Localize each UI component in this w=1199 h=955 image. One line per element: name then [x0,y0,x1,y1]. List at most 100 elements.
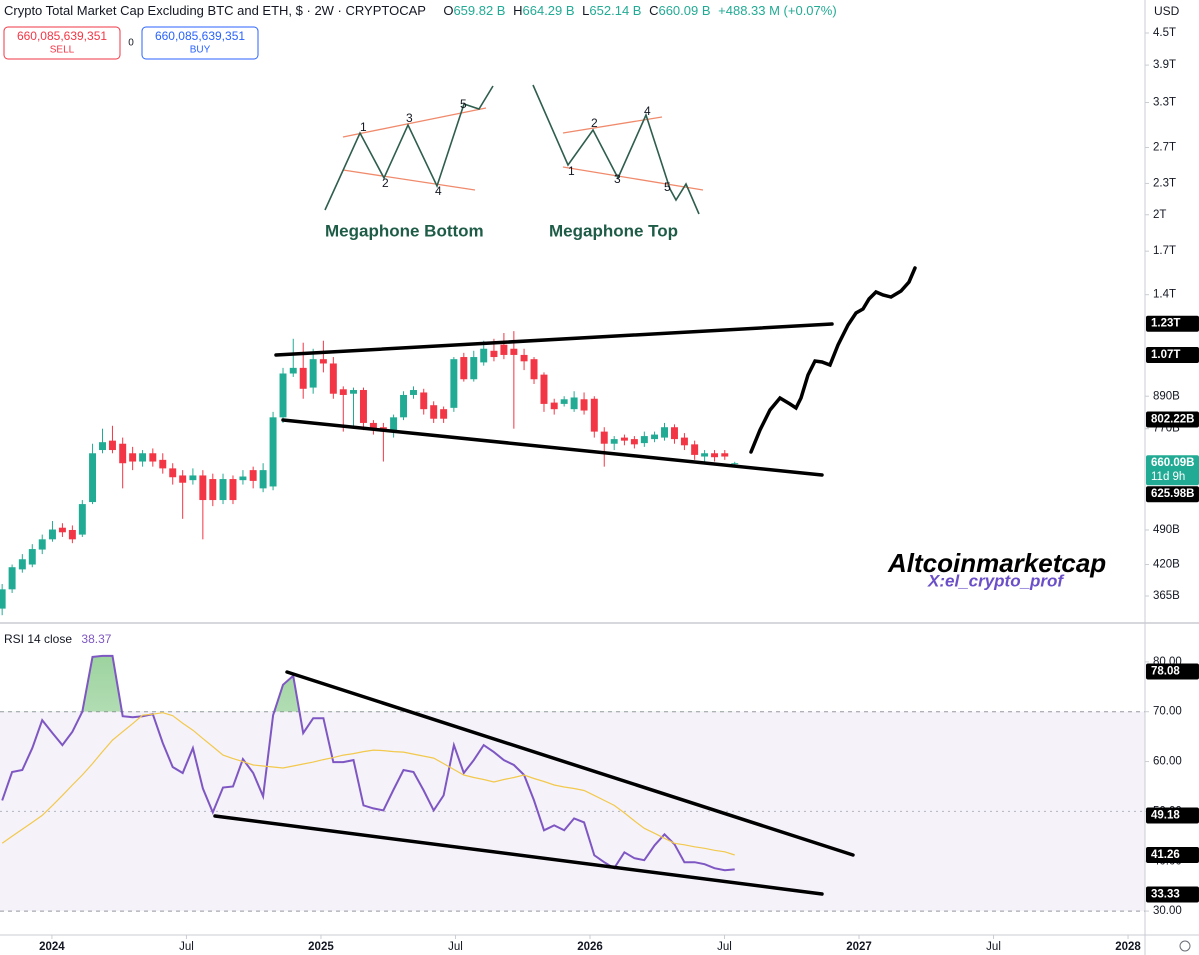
candle-body [500,344,508,355]
price-badge [1146,486,1199,503]
price-badge [1146,807,1199,824]
buy-label[interactable]: BUY [190,45,211,56]
candle-body [219,479,227,501]
candle-body [89,453,97,503]
candle-body [339,389,347,395]
ohlc-value: 659.82 B [453,3,505,18]
candle-body [179,475,187,483]
rsi-upper-trendline [285,670,855,857]
candle-body [560,399,568,404]
point-label: 1 [568,164,575,178]
candle-body [8,567,16,590]
candle-body [600,431,608,444]
header: Crypto Total Market Cap Excluding BTC an… [4,3,837,18]
candle-body [58,527,66,533]
candle-body [691,444,699,455]
candle-body [540,374,548,404]
candle-body [731,463,739,465]
candle-body [119,443,127,464]
y-tick-label: 30.00 [1153,905,1182,917]
currency[interactable]: USD [1154,4,1180,18]
overbought-fill [82,655,300,712]
inset-title: Megaphone Bottom [325,221,484,240]
sell-button[interactable]: 660,085,639,351 SELL [3,26,121,60]
ohlc-key: H [513,3,522,18]
symbol-title: Crypto Total Market Cap Excluding BTC an… [4,3,426,18]
x-tick-label: Jul [986,941,1001,953]
y-tick-label: 890B [1153,390,1180,402]
buy-price[interactable]: 660,085,639,351 [155,29,245,43]
lower-trendline [281,418,824,477]
y-tick-label: 1.4T [1153,289,1176,301]
upper-trendline [274,322,834,357]
inset-bounds [342,107,704,191]
watermark-brand: Altcoinmarketcap [887,548,1106,578]
buy-button[interactable]: 660,085,639,351 BUY [141,26,259,60]
series-line [1,712,735,856]
x-tick-label: 2025 [308,941,334,953]
point-label: 4 [644,104,651,118]
rsi-value: 38.37 [81,632,111,646]
candle-body [319,359,327,364]
sell-label[interactable]: SELL [50,45,75,56]
point-label: 3 [406,111,413,125]
candle-body [480,348,488,363]
rsi-background [0,711,1145,912]
candle-body [440,409,448,419]
candle-body [651,434,659,440]
y-tick-label: 1.7T [1153,245,1176,257]
candle-body [0,589,6,609]
candle-body [269,417,277,487]
candle-body [420,392,428,410]
price-badge-countdown: 11d 9h [1151,471,1185,483]
y-tick-label: 365B [1153,590,1180,602]
ohlc-key: O [443,3,453,18]
candle-body [108,440,116,451]
settings-icon[interactable] [1179,940,1191,952]
sell-box[interactable] [3,26,121,60]
x-tick-label: 2027 [846,941,872,953]
buy-box[interactable] [141,26,259,60]
candle-body [701,453,709,457]
candles [0,331,739,616]
rsi-legend: RSI 14 close 38.37 [4,632,112,646]
candle-body [68,529,76,540]
price-badge [1146,846,1199,863]
candle-body [159,459,167,469]
ohlc-key: C [649,3,658,18]
price-badge-label: 802.22B [1151,414,1194,426]
rsi-lower-trendline [213,814,824,896]
sell-price[interactable]: 660,085,639,351 [17,29,107,43]
x-tick-label: 2028 [1115,941,1141,953]
y-tick-label: 4.5T [1153,27,1176,39]
candle-body [640,436,648,444]
drawings [213,266,917,896]
candle-body [661,427,668,438]
candle-body [350,390,357,394]
candle-body [229,479,237,501]
point-label: 3 [614,172,621,186]
price-badge [1146,886,1199,903]
ohlc-value: 652.14 B [589,3,641,18]
price-badge-label: 33.33 [1151,889,1180,901]
price-badge-label: 625.98B [1151,488,1194,500]
candle-body [199,475,207,501]
candle-body [169,468,177,478]
price-badge-label: 41.26 [1151,849,1180,861]
candle-body [129,453,137,462]
candle-body [149,453,157,462]
candle-body [680,437,688,446]
candle-body [239,476,247,481]
y-tick-label: 2.3T [1153,177,1176,189]
price-badge-label: 1.07T [1151,349,1180,361]
price-badge [1146,411,1199,428]
candle-body [259,470,267,489]
point-label: 5 [460,97,467,111]
candle-body [520,354,528,362]
candle-body [670,427,678,440]
candle-body [460,357,468,380]
y-tick-label: 420B [1153,559,1180,571]
candle-body [410,390,417,395]
candle-body [249,470,257,481]
